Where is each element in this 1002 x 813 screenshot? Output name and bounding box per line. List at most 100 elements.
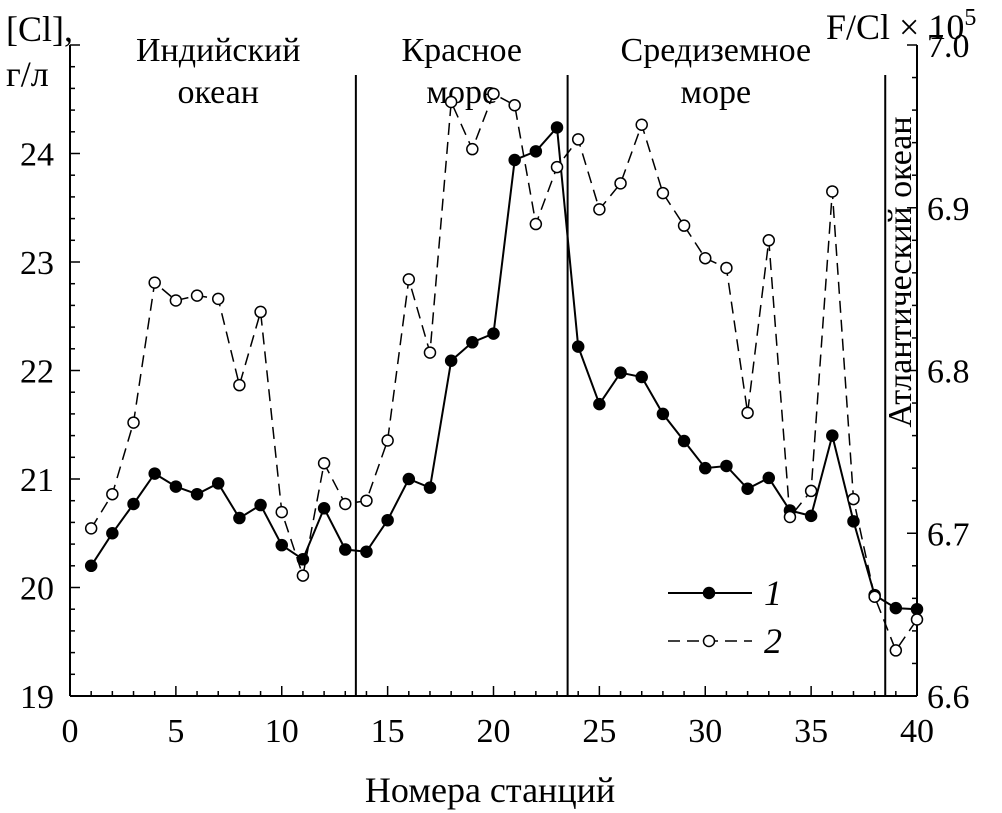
region-dividers <box>354 75 887 696</box>
series-2-point <box>571 133 585 146</box>
series-1-line <box>90 125 918 611</box>
right-y-tick-label: 6.6 <box>927 679 970 716</box>
region-label-1-line2: море <box>426 74 497 111</box>
series-2-point <box>169 294 183 307</box>
legend-label-series-1: 1 <box>764 573 782 613</box>
series-1-point <box>741 482 754 496</box>
series-2-point <box>339 497 352 511</box>
x-tick-label: 15 <box>371 713 405 750</box>
region-label-2-line2: море <box>681 74 752 111</box>
series-1-point <box>127 497 140 511</box>
series-2-point <box>508 98 521 112</box>
series-1-point <box>550 121 564 134</box>
series-2-point <box>402 273 416 286</box>
series-1-point <box>593 397 606 411</box>
series-2-point <box>804 484 818 498</box>
series-1-point <box>233 511 246 525</box>
left-y-tick-label: 23 <box>20 245 54 282</box>
legend-marker-series-2 <box>702 634 716 648</box>
region-label-3: Атлантический океан <box>882 116 919 427</box>
series-2-point <box>762 234 776 247</box>
series-1-point <box>720 459 733 473</box>
series-1-point <box>148 467 161 480</box>
series-1-point <box>847 515 860 528</box>
series-2-point <box>381 434 394 447</box>
x-tick-label: 20 <box>477 713 511 750</box>
series-1-point <box>804 509 818 523</box>
series-1-point <box>466 336 479 349</box>
series-2-point <box>106 487 119 501</box>
x-tick-label: 40 <box>900 713 934 750</box>
series-2-line <box>90 92 918 652</box>
series-1-point <box>211 477 225 490</box>
series-2-point <box>211 292 225 306</box>
left-y-tick-label: 20 <box>20 571 54 608</box>
x-axis-ticks: 0 5 10 15 20 25 30 35 40 <box>62 686 934 750</box>
series-1-point <box>762 471 776 485</box>
series-1-point <box>444 354 458 367</box>
series-2-point <box>127 416 140 429</box>
series-1-point <box>381 513 394 527</box>
series-1-point <box>339 543 352 556</box>
series-2-point <box>889 644 903 657</box>
series-1-point <box>275 538 288 552</box>
left-y-tick-label: 24 <box>20 137 54 174</box>
series-2-point <box>466 142 479 156</box>
left-y-tick-label: 22 <box>20 354 54 391</box>
series-1-point <box>402 472 416 486</box>
series-2-point <box>84 522 98 535</box>
left-y-axis-title-line1: [Cl], <box>6 9 73 49</box>
series-2-point <box>254 305 267 319</box>
left-y-axis-ticks: 19 20 21 22 23 24 <box>20 44 80 716</box>
left-y-tick-label: 19 <box>20 679 54 716</box>
legend-marker-series-1 <box>702 586 716 600</box>
series-1-point <box>677 434 691 448</box>
series-1-point <box>317 502 331 515</box>
left-y-tick-label: 21 <box>20 462 54 499</box>
series-1-point <box>169 480 183 493</box>
data-series <box>84 87 924 657</box>
legend-label-series-2: 2 <box>764 621 782 661</box>
series-2-point <box>593 203 606 216</box>
series-2-point <box>423 346 437 359</box>
series-2-point <box>148 276 161 289</box>
series-2-point <box>614 177 627 190</box>
series-2-point <box>699 251 712 265</box>
series-2-point <box>741 406 754 420</box>
right-y-tick-label: 7.0 <box>927 28 970 65</box>
series-1-point <box>508 153 521 167</box>
right-y-tick-label: 6.9 <box>927 191 970 228</box>
series-1-point <box>889 601 903 615</box>
x-tick-label: 0 <box>62 713 79 750</box>
series-2-point <box>275 505 288 519</box>
series-1-point <box>571 340 585 353</box>
series-2-point <box>360 494 373 507</box>
series-1-point <box>190 487 204 501</box>
series-2-point <box>487 87 500 101</box>
series-2-point <box>444 95 458 109</box>
x-tick-label: 5 <box>167 713 184 750</box>
region-label-2-line1: Средиземное <box>621 32 812 69</box>
x-axis-title: Номера станций <box>365 770 615 810</box>
series-2-point <box>910 613 924 626</box>
series-1-point <box>84 559 98 573</box>
right-y-tick-label: 6.8 <box>927 354 970 391</box>
x-tick-label: 10 <box>265 713 299 750</box>
right-y-axis-title-exponent: 5 <box>964 5 976 31</box>
series-1-point <box>910 602 924 616</box>
series-2-point <box>529 217 543 231</box>
legend: 1 2 <box>668 573 782 661</box>
plot-frame <box>69 45 918 697</box>
series-1-point <box>254 498 267 512</box>
x-tick-label: 30 <box>688 713 722 750</box>
right-y-axis-ticks: 6.6 6.7 6.8 6.9 7.0 <box>907 28 970 716</box>
series-1-point <box>360 545 373 558</box>
series-1-point <box>487 327 500 340</box>
series-1-point <box>656 407 670 421</box>
left-y-axis-title-line2: г/л <box>6 54 49 94</box>
series-2-point <box>720 261 733 275</box>
right-y-axis-title: F/Cl × 105 <box>826 5 976 47</box>
series-1-point <box>699 461 712 475</box>
series-1-point <box>529 145 543 158</box>
series-1-point <box>106 527 119 540</box>
